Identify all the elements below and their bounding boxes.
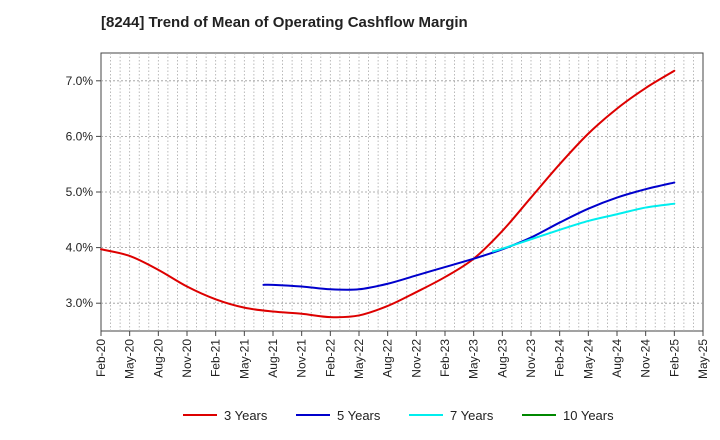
x-tick-label: Nov-23 bbox=[524, 339, 538, 378]
x-tick-label: Aug-22 bbox=[381, 339, 395, 378]
x-tick-label: Aug-23 bbox=[495, 339, 509, 378]
y-tick-label: 5.0% bbox=[66, 185, 94, 199]
x-tick-label: Feb-23 bbox=[438, 339, 452, 377]
series-line-5-years bbox=[262, 181, 676, 291]
y-tick-label: 7.0% bbox=[66, 74, 94, 88]
x-tick-label: Feb-22 bbox=[323, 339, 337, 377]
x-tick-label: May-21 bbox=[237, 339, 251, 379]
x-tick-label: May-23 bbox=[467, 339, 481, 379]
x-tick-label: May-25 bbox=[696, 339, 710, 379]
x-tick-label: Feb-20 bbox=[94, 339, 108, 377]
y-tick-label: 6.0% bbox=[66, 129, 94, 143]
x-tick-label: Aug-24 bbox=[610, 339, 624, 378]
x-tick-label: Feb-24 bbox=[553, 339, 567, 377]
y-tick-label: 4.0% bbox=[66, 241, 94, 255]
legend-label-5-years: 5 Years bbox=[337, 408, 381, 423]
legend-label-3-years: 3 Years bbox=[224, 408, 268, 423]
x-tick-label: Nov-21 bbox=[295, 339, 309, 378]
x-tick-label: May-24 bbox=[581, 339, 595, 379]
x-tick-label: Aug-21 bbox=[266, 339, 280, 378]
chart-title: [8244] Trend of Mean of Operating Cashfl… bbox=[101, 14, 468, 31]
series-line-7-years bbox=[491, 202, 676, 253]
y-tick-label: 3.0% bbox=[66, 296, 94, 310]
x-tick-label: Nov-24 bbox=[639, 339, 653, 378]
legend-label-7-years: 7 Years bbox=[450, 408, 494, 423]
legend-label-10-years: 10 Years bbox=[563, 408, 614, 423]
x-tick-label: May-22 bbox=[352, 339, 366, 379]
x-tick-label: Nov-22 bbox=[409, 339, 423, 378]
x-tick-label: Nov-20 bbox=[180, 339, 194, 378]
x-tick-label: May-20 bbox=[123, 339, 137, 379]
x-tick-label: Feb-21 bbox=[209, 339, 223, 377]
series-line-3-years bbox=[100, 69, 676, 319]
x-tick-label: Feb-25 bbox=[667, 339, 681, 377]
x-tick-label: Aug-20 bbox=[151, 339, 165, 378]
